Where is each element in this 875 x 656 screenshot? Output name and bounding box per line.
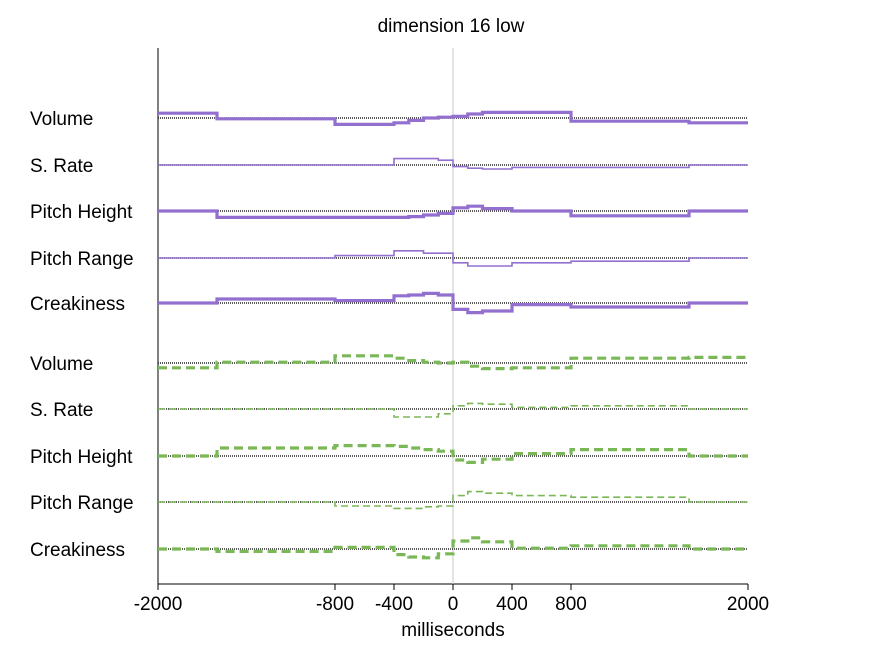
row-label: Pitch Range: [30, 249, 134, 270]
chart-title: dimension 16 low: [378, 16, 525, 37]
x-tick-label: 0: [448, 594, 459, 615]
row-6: Volume: [30, 354, 748, 375]
row-label: Volume: [30, 109, 93, 130]
purple-series-line: [158, 291, 748, 315]
x-tick-label: 800: [555, 594, 587, 615]
x-tick-label: -2000: [134, 594, 183, 615]
purple-series-line: [158, 110, 748, 126]
row-5: Creakiness: [30, 291, 748, 315]
row-label: Creakiness: [30, 294, 125, 315]
green-series-line: [158, 536, 748, 560]
purple-series-line: [158, 157, 748, 170]
row-label: Pitch Height: [30, 202, 133, 223]
green-series-line: [158, 444, 748, 464]
row-label: Pitch Range: [30, 493, 134, 514]
row-10: Creakiness: [30, 536, 748, 561]
row-7: S. Rate: [30, 400, 748, 421]
x-tick-label: 400: [496, 594, 528, 615]
row-2: S. Rate: [30, 156, 748, 177]
row-9: Pitch Range: [30, 490, 748, 514]
row-label: S. Rate: [30, 156, 93, 177]
row-label: S. Rate: [30, 400, 93, 421]
x-tick-label: -800: [316, 594, 354, 615]
x-tick-group: -2000 -800 -400 0 400 800 2000: [134, 584, 769, 615]
green-series-line: [158, 354, 748, 371]
green-series-line: [158, 402, 748, 418]
purple-series-line: [158, 250, 748, 267]
row-label: Volume: [30, 354, 93, 375]
x-tick-label: -400: [375, 594, 413, 615]
row-group: Volume S. Rate Pitch Height Pitch Range Crea…: [30, 109, 748, 561]
green-series-line: [158, 490, 748, 510]
row-1: Volume: [30, 109, 748, 130]
x-tick-label: 2000: [727, 594, 769, 615]
purple-series-line: [158, 204, 748, 219]
row-3: Pitch Height: [30, 202, 748, 223]
row-4: Pitch Range: [30, 249, 748, 270]
row-label: Creakiness: [30, 540, 125, 561]
row-8: Pitch Height: [30, 444, 748, 468]
row-label: Pitch Height: [30, 447, 133, 468]
x-axis-label: milliseconds: [401, 620, 504, 641]
